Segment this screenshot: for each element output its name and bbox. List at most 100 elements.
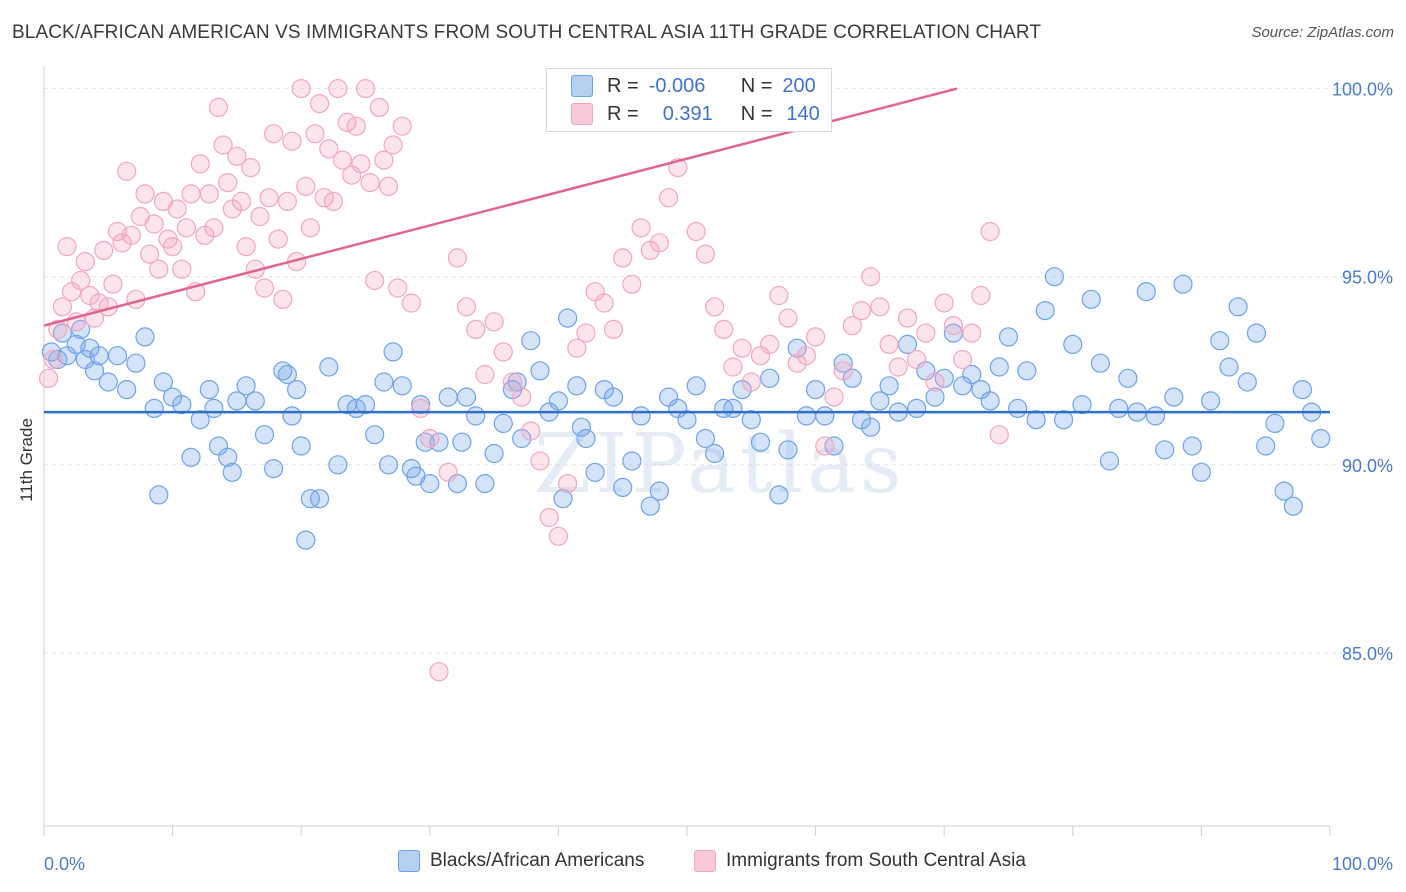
data-point-blacks <box>861 417 881 437</box>
data-point-blacks <box>1008 398 1028 418</box>
data-point-blacks <box>1210 331 1230 351</box>
data-point-immigrants <box>557 474 578 494</box>
data-point-blacks <box>181 447 201 467</box>
data-point-blacks <box>613 477 633 497</box>
data-point-blacks <box>925 387 945 407</box>
data-point-blacks <box>365 425 385 445</box>
data-point-blacks <box>695 428 716 449</box>
data-point-blacks <box>704 443 725 464</box>
data-point-immigrants <box>980 221 1000 242</box>
data-point-blacks <box>1118 368 1138 388</box>
data-point-immigrants <box>392 116 412 136</box>
data-point-immigrants <box>548 526 569 546</box>
y-axis-title: 11th Grade <box>17 418 36 502</box>
data-point-blacks <box>420 474 440 494</box>
data-point-blacks <box>805 380 826 400</box>
data-point-blacks <box>1191 462 1212 482</box>
legend-n-value: 140 <box>786 102 820 125</box>
data-point-blacks <box>456 387 477 407</box>
data-point-immigrants <box>388 278 408 298</box>
data-point-immigrants <box>319 139 339 159</box>
data-point-immigrants <box>769 285 789 306</box>
data-point-immigrants <box>121 225 141 245</box>
data-point-blacks <box>383 342 403 362</box>
data-point-blacks <box>374 372 394 392</box>
data-point-immigrants <box>273 289 293 309</box>
data-point-blacks <box>126 353 146 373</box>
data-point-immigrants <box>291 78 311 99</box>
data-point-immigrants <box>686 221 706 242</box>
data-point-immigrants <box>236 237 256 257</box>
data-point-blacks <box>466 406 486 426</box>
data-point-immigrants <box>204 218 224 238</box>
data-point-immigrants <box>475 364 495 385</box>
legend-label-immigrants: Immigrants from South Central Asia <box>726 850 1026 871</box>
data-point-blacks <box>1155 440 1175 460</box>
data-point-immigrants <box>401 293 421 313</box>
data-point-blacks <box>1246 323 1267 343</box>
data-point-immigrants <box>613 248 633 268</box>
legend-swatch-blue <box>398 850 420 872</box>
data-point-immigrants <box>594 293 614 313</box>
data-point-blacks <box>282 406 302 426</box>
data-point-blacks <box>107 346 128 366</box>
data-point-immigrants <box>52 297 73 317</box>
legend-r-value: -0.006 <box>648 74 706 97</box>
data-point-blacks <box>553 489 573 509</box>
data-point-blacks <box>870 391 890 411</box>
data-point-blacks <box>778 440 798 460</box>
legend-r-label: R = <box>607 102 639 125</box>
data-point-immigrants <box>250 206 270 227</box>
data-point-immigrants <box>989 425 1009 445</box>
legend-row-pink: R = 0.391 N = 140 <box>571 101 820 127</box>
data-point-immigrants <box>438 462 458 482</box>
data-point-blacks <box>296 530 316 550</box>
data-point-immigrants <box>447 248 467 268</box>
correlation-legend: R = -0.006 N = 200 R = 0.391 N = 140 <box>546 68 832 132</box>
series-legend: Blacks/African Americans Immigrants from… <box>0 850 1406 880</box>
data-point-blacks <box>1228 297 1248 317</box>
data-point-blacks <box>1256 436 1276 456</box>
data-point-immigrants <box>300 218 320 238</box>
data-point-blacks <box>287 380 307 400</box>
data-point-immigrants <box>57 237 77 257</box>
data-point-immigrants <box>539 507 559 528</box>
data-point-blacks <box>153 372 173 392</box>
data-point-immigrants <box>254 278 275 298</box>
y-tick-label: 90.0% <box>1342 456 1393 476</box>
data-point-blacks <box>998 327 1019 347</box>
data-point-blacks <box>530 361 550 381</box>
data-point-immigrants <box>760 334 780 354</box>
legend-item-blacks[interactable]: Blacks/African Americans <box>398 850 644 872</box>
data-point-immigrants <box>259 188 279 208</box>
data-point-immigrants <box>842 316 862 336</box>
x-tick-label: 0.0% <box>44 854 85 874</box>
data-point-blacks <box>117 380 137 400</box>
data-point-blacks <box>603 387 624 407</box>
data-point-blacks <box>1053 410 1074 430</box>
chart-title: BLACK/AFRICAN AMERICAN VS IMMIGRANTS FRO… <box>12 22 1042 43</box>
y-tick-label: 95.0% <box>1342 268 1393 288</box>
data-point-blacks <box>548 391 569 411</box>
data-point-blacks <box>199 380 219 400</box>
data-point-blacks <box>585 462 605 482</box>
data-point-blacks <box>741 410 761 430</box>
data-point-immigrants <box>658 188 679 208</box>
data-point-immigrants <box>714 319 734 339</box>
data-point-immigrants <box>916 323 936 343</box>
data-point-immigrants <box>181 184 201 204</box>
legend-n-label: N = <box>740 102 773 125</box>
data-point-blacks <box>310 489 330 509</box>
data-point-blacks <box>521 331 541 351</box>
data-point-blacks <box>962 364 982 385</box>
data-point-immigrants <box>971 285 991 306</box>
data-point-blacks <box>452 432 472 452</box>
y-tick-label: 85.0% <box>1342 644 1393 664</box>
legend-item-immigrants[interactable]: Immigrants from South Central Asia <box>694 850 1026 872</box>
data-point-blacks <box>254 425 275 445</box>
legend-swatch-pink <box>694 850 716 872</box>
data-point-blacks <box>172 395 192 415</box>
data-point-blacks <box>631 406 651 426</box>
data-point-blacks <box>1063 334 1083 354</box>
x-tick-label: 100.0% <box>1332 854 1393 874</box>
